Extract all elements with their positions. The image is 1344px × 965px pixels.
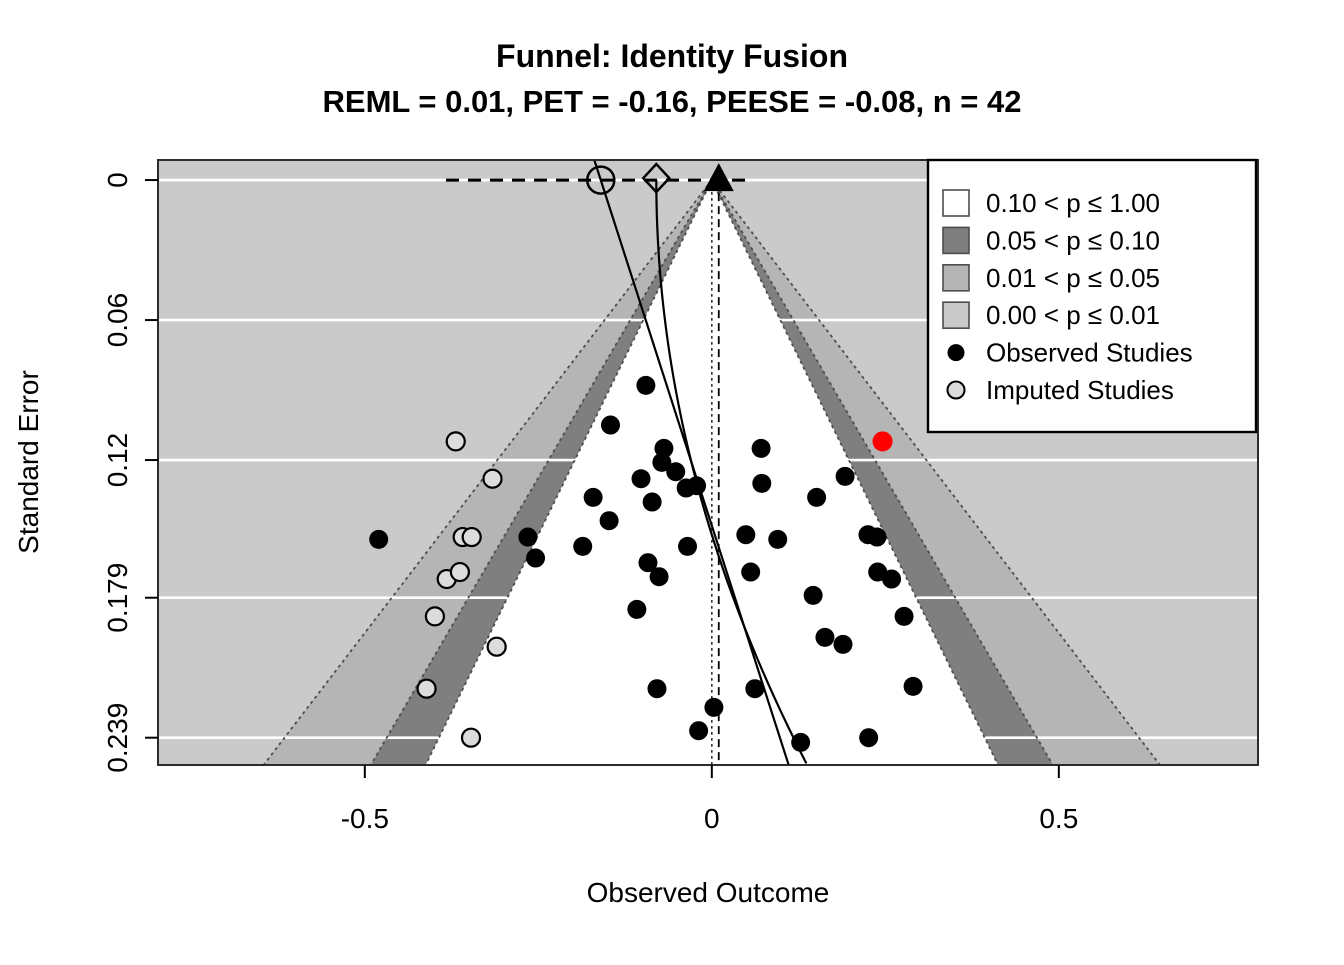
legend-imputed-dot-icon — [946, 380, 966, 400]
contour-edge-line — [424, 179, 713, 765]
observed-study-point — [638, 553, 658, 573]
region-p-0.10-1.00 — [425, 180, 999, 765]
x-axis-tick-label: -0.5 — [341, 803, 389, 834]
legend-item-label: 0.10 < p ≤ 1.00 — [986, 188, 1160, 218]
legend-swatch — [942, 263, 970, 292]
observed-study-point — [859, 728, 879, 748]
observed-study-point — [745, 679, 765, 699]
legend-swatch — [942, 226, 970, 255]
legend-swatch — [942, 301, 970, 330]
y-axis-tick-label: 0.06 — [102, 293, 133, 348]
chart-subtitle: REML = 0.01, PET = -0.16, PEESE = -0.08,… — [323, 84, 1022, 119]
contour-edge-line — [711, 179, 999, 765]
observed-study-point — [526, 548, 546, 568]
y-axis-tick-label: 0.179 — [102, 563, 133, 633]
legend-swatch — [942, 189, 970, 217]
contour-edge-line — [711, 179, 1054, 765]
x-axis-tick-label: 0 — [704, 803, 720, 834]
y-axis-tick-label: 0.239 — [102, 703, 133, 773]
imputed-study-point — [424, 606, 446, 627]
y-axis-tick-label: 0.12 — [102, 433, 133, 488]
observed-study-point — [815, 627, 835, 647]
observed-study-point — [835, 466, 855, 486]
observed-study-point — [599, 511, 619, 531]
x-axis-tick-label: 0.5 — [1039, 803, 1078, 834]
observed-study-point — [689, 721, 709, 741]
observed-study-point — [678, 536, 698, 556]
chart-title: Funnel: Identity Fusion — [496, 38, 848, 74]
observed-study-point — [642, 492, 662, 512]
observed-study-point — [687, 476, 707, 496]
observed-study-point — [649, 567, 669, 587]
observed-study-point — [882, 569, 902, 589]
observed-study-point — [631, 469, 651, 489]
observed-study-point — [751, 438, 771, 458]
contour-edge-line — [370, 179, 713, 765]
observed-study-point — [833, 634, 853, 654]
observed-study-point — [704, 697, 724, 717]
imputed-study-point — [486, 636, 507, 657]
observed-study-point — [666, 462, 686, 482]
observed-study-point — [652, 452, 672, 472]
plot-border — [157, 159, 1259, 766]
observed-study-point — [867, 527, 887, 547]
reml-estimate-triangle-marker — [703, 163, 734, 192]
observed-study-point — [736, 525, 756, 545]
y-axis-tick-label: 0 — [102, 172, 133, 188]
peese-estimate-diamond-marker — [641, 162, 672, 194]
imputed-study-point — [461, 526, 482, 548]
legend-item-label: 0.01 < p ≤ 0.05 — [986, 263, 1160, 293]
y-axis-title: Standard Error — [13, 370, 44, 554]
legend-box — [926, 158, 1258, 434]
legend-item-label: 0.05 < p ≤ 0.10 — [986, 225, 1160, 255]
observed-study-point — [741, 562, 761, 582]
x-axis-title: Observed Outcome — [587, 877, 830, 908]
legend-item-label: Observed Studies — [986, 338, 1193, 368]
plot-clipped-layer — [158, 160, 1258, 765]
peese-regression-curve — [655, 180, 808, 764]
imputed-study-point — [445, 431, 466, 452]
imputed-study-point — [416, 678, 437, 699]
observed-study-point — [647, 679, 667, 699]
observed-study-point — [654, 438, 674, 458]
observed-study-point — [803, 585, 823, 605]
legend-item-label: 0.00 < p ≤ 0.01 — [986, 300, 1160, 330]
observed-study-point — [627, 599, 647, 619]
observed-study-point — [807, 487, 827, 507]
observed-study-point — [518, 527, 538, 547]
observed-study-point — [600, 415, 620, 435]
legend-observed-dot-icon — [947, 344, 965, 362]
imputed-study-point — [449, 561, 470, 583]
observed-study-point — [583, 487, 603, 507]
observed-study-point — [752, 473, 772, 493]
observed-study-point — [894, 606, 914, 626]
imputed-study-point — [460, 727, 482, 748]
observed-study-point — [903, 676, 923, 696]
observed-study-point — [791, 732, 811, 752]
imputed-study-point — [482, 468, 503, 489]
observed-study-point — [369, 529, 389, 549]
observed-study-point — [636, 375, 656, 395]
observed-study-point — [573, 536, 593, 556]
observed-study-point — [768, 529, 788, 549]
legend-item-label: Imputed Studies — [986, 375, 1174, 405]
highlighted-study-point — [872, 431, 893, 452]
pet-estimate-circle-marker — [586, 165, 616, 195]
